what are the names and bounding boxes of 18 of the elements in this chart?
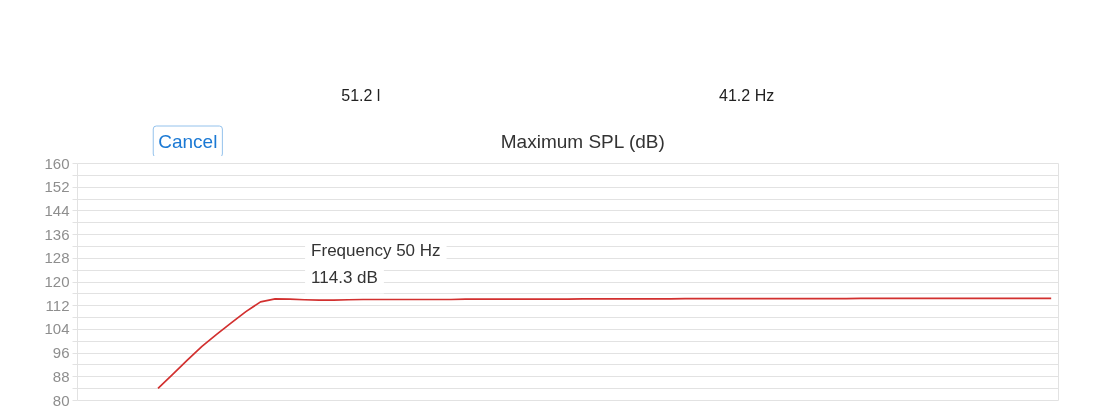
y-tick-label: 144: [44, 201, 70, 219]
text: Cancel: [158, 131, 218, 152]
annotation: Frequency 50 Hz: [311, 241, 441, 261]
text: 41.2 Hz: [719, 87, 775, 104]
y-tick-label: 80: [52, 391, 70, 407]
y-tick-label: 128: [44, 249, 70, 267]
y-tick-label: 96: [52, 344, 70, 362]
y-tick-label: 104: [44, 320, 70, 338]
y-tick-label: 120: [44, 273, 70, 290]
y-tick-label: 112: [45, 296, 70, 314]
y-tick-label: 152: [44, 178, 70, 196]
text: 51.2 l: [341, 87, 381, 104]
y-tick-label: 160: [44, 154, 70, 172]
y-tick-label: 136: [44, 225, 70, 243]
line-series: [157, 297, 1053, 390]
y-tick-label: 88: [52, 367, 70, 385]
chart-title: Maximum SPL (dB): [500, 131, 665, 152]
annotation: 114.3 dB: [311, 268, 378, 288]
